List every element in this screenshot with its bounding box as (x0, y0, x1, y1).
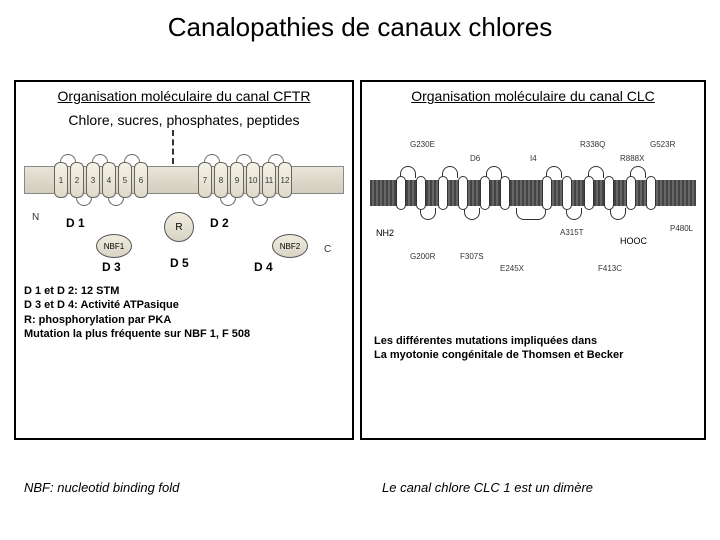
mutation-label: P480L (670, 224, 693, 233)
clc-helix (416, 176, 426, 210)
cftr-subline: Chlore, sucres, phosphates, peptides (16, 112, 352, 128)
tm-helix: 12 (278, 162, 292, 198)
mutation-label: A315T (560, 228, 584, 237)
nbf1-domain: NBF1 (96, 234, 132, 258)
tm-helix: 2 (70, 162, 84, 198)
tm-helix: 4 (102, 162, 116, 198)
cftr-heading: Organisation moléculaire du canal CFTR (16, 88, 352, 104)
hooc-terminus: HOOC (620, 236, 647, 246)
legend-line: Mutation la plus fréquente sur NBF 1, F … (24, 327, 348, 341)
r-domain: R (164, 212, 194, 242)
d3-label: D 3 (102, 260, 121, 274)
legend-line: D 1 et D 2: 12 STM (24, 284, 348, 298)
legend-line: R: phosphorylation par PKA (24, 313, 348, 327)
legend-line: Les différentes mutations impliquées dan… (374, 334, 700, 348)
tm-helix: 6 (134, 162, 148, 198)
d2-label: D 2 (210, 216, 229, 230)
cftr-footnote: NBF: nucleotid binding fold (24, 480, 179, 495)
clc-helix (646, 176, 656, 210)
clc-helix (480, 176, 490, 210)
mutation-label: D6 (470, 154, 480, 163)
c-terminus: C (324, 244, 331, 255)
mutation-label: R338Q (580, 140, 605, 149)
tm-helix: 9 (230, 162, 244, 198)
clc-helix (500, 176, 510, 210)
page-title: Canalopathies de canaux chlores (0, 0, 720, 43)
clc-footnote: Le canal chlore CLC 1 est un dimère (382, 480, 593, 495)
clc-heading: Organisation moléculaire du canal CLC (362, 88, 704, 104)
tm-helix: 5 (118, 162, 132, 198)
tm-helix: 7 (198, 162, 212, 198)
mutation-label: I4 (530, 154, 537, 163)
panel-clc: Organisation moléculaire du canal CLC G2… (360, 80, 706, 440)
nh2-terminus: NH2 (376, 228, 394, 238)
mutation-label: G200R (410, 252, 435, 261)
nbf2-domain: NBF2 (272, 234, 308, 258)
clc-legend: Les différentes mutations impliquées dan… (362, 328, 704, 363)
cftr-legend: D 1 et D 2: 12 STM D 3 et D 4: Activité … (16, 278, 352, 341)
clc-helix (584, 176, 594, 210)
d5-label: D 5 (170, 256, 189, 270)
mutation-label: F413C (598, 264, 622, 273)
mutation-label: G230E (410, 140, 435, 149)
clc-diagram: G230E R338Q G523R D6 I4 R888X NH2 (370, 136, 696, 276)
mutation-label: R888X (620, 154, 644, 163)
clc-helix (542, 176, 552, 210)
mutation-label: E245X (500, 264, 524, 273)
transport-arrow (172, 130, 174, 164)
panels: Organisation moléculaire du canal CFTR C… (14, 80, 706, 440)
n-terminus: N (32, 212, 39, 223)
tm-helix: 3 (86, 162, 100, 198)
panel-cftr: Organisation moléculaire du canal CFTR C… (14, 80, 354, 440)
legend-line: D 3 et D 4: Activité ATPasique (24, 298, 348, 312)
clc-helix (396, 176, 406, 210)
d1-label: D 1 (66, 216, 85, 230)
legend-line: La myotonie congénitale de Thomsen et Be… (374, 348, 700, 362)
d4-label: D 4 (254, 260, 273, 274)
mutation-label: F307S (460, 252, 484, 261)
clc-helix (458, 176, 468, 210)
mutation-label: G523R (650, 140, 675, 149)
tm-helix: 10 (246, 162, 260, 198)
tm-helix: 1 (54, 162, 68, 198)
tm-helix: 8 (214, 162, 228, 198)
clc-helix (626, 176, 636, 210)
clc-helix (438, 176, 448, 210)
clc-helix (604, 176, 614, 210)
tm-helix: 11 (262, 162, 276, 198)
cftr-diagram: 1 2 3 4 5 6 7 8 9 10 11 12 N C NBF1 R NB… (24, 138, 344, 278)
clc-helix (562, 176, 572, 210)
